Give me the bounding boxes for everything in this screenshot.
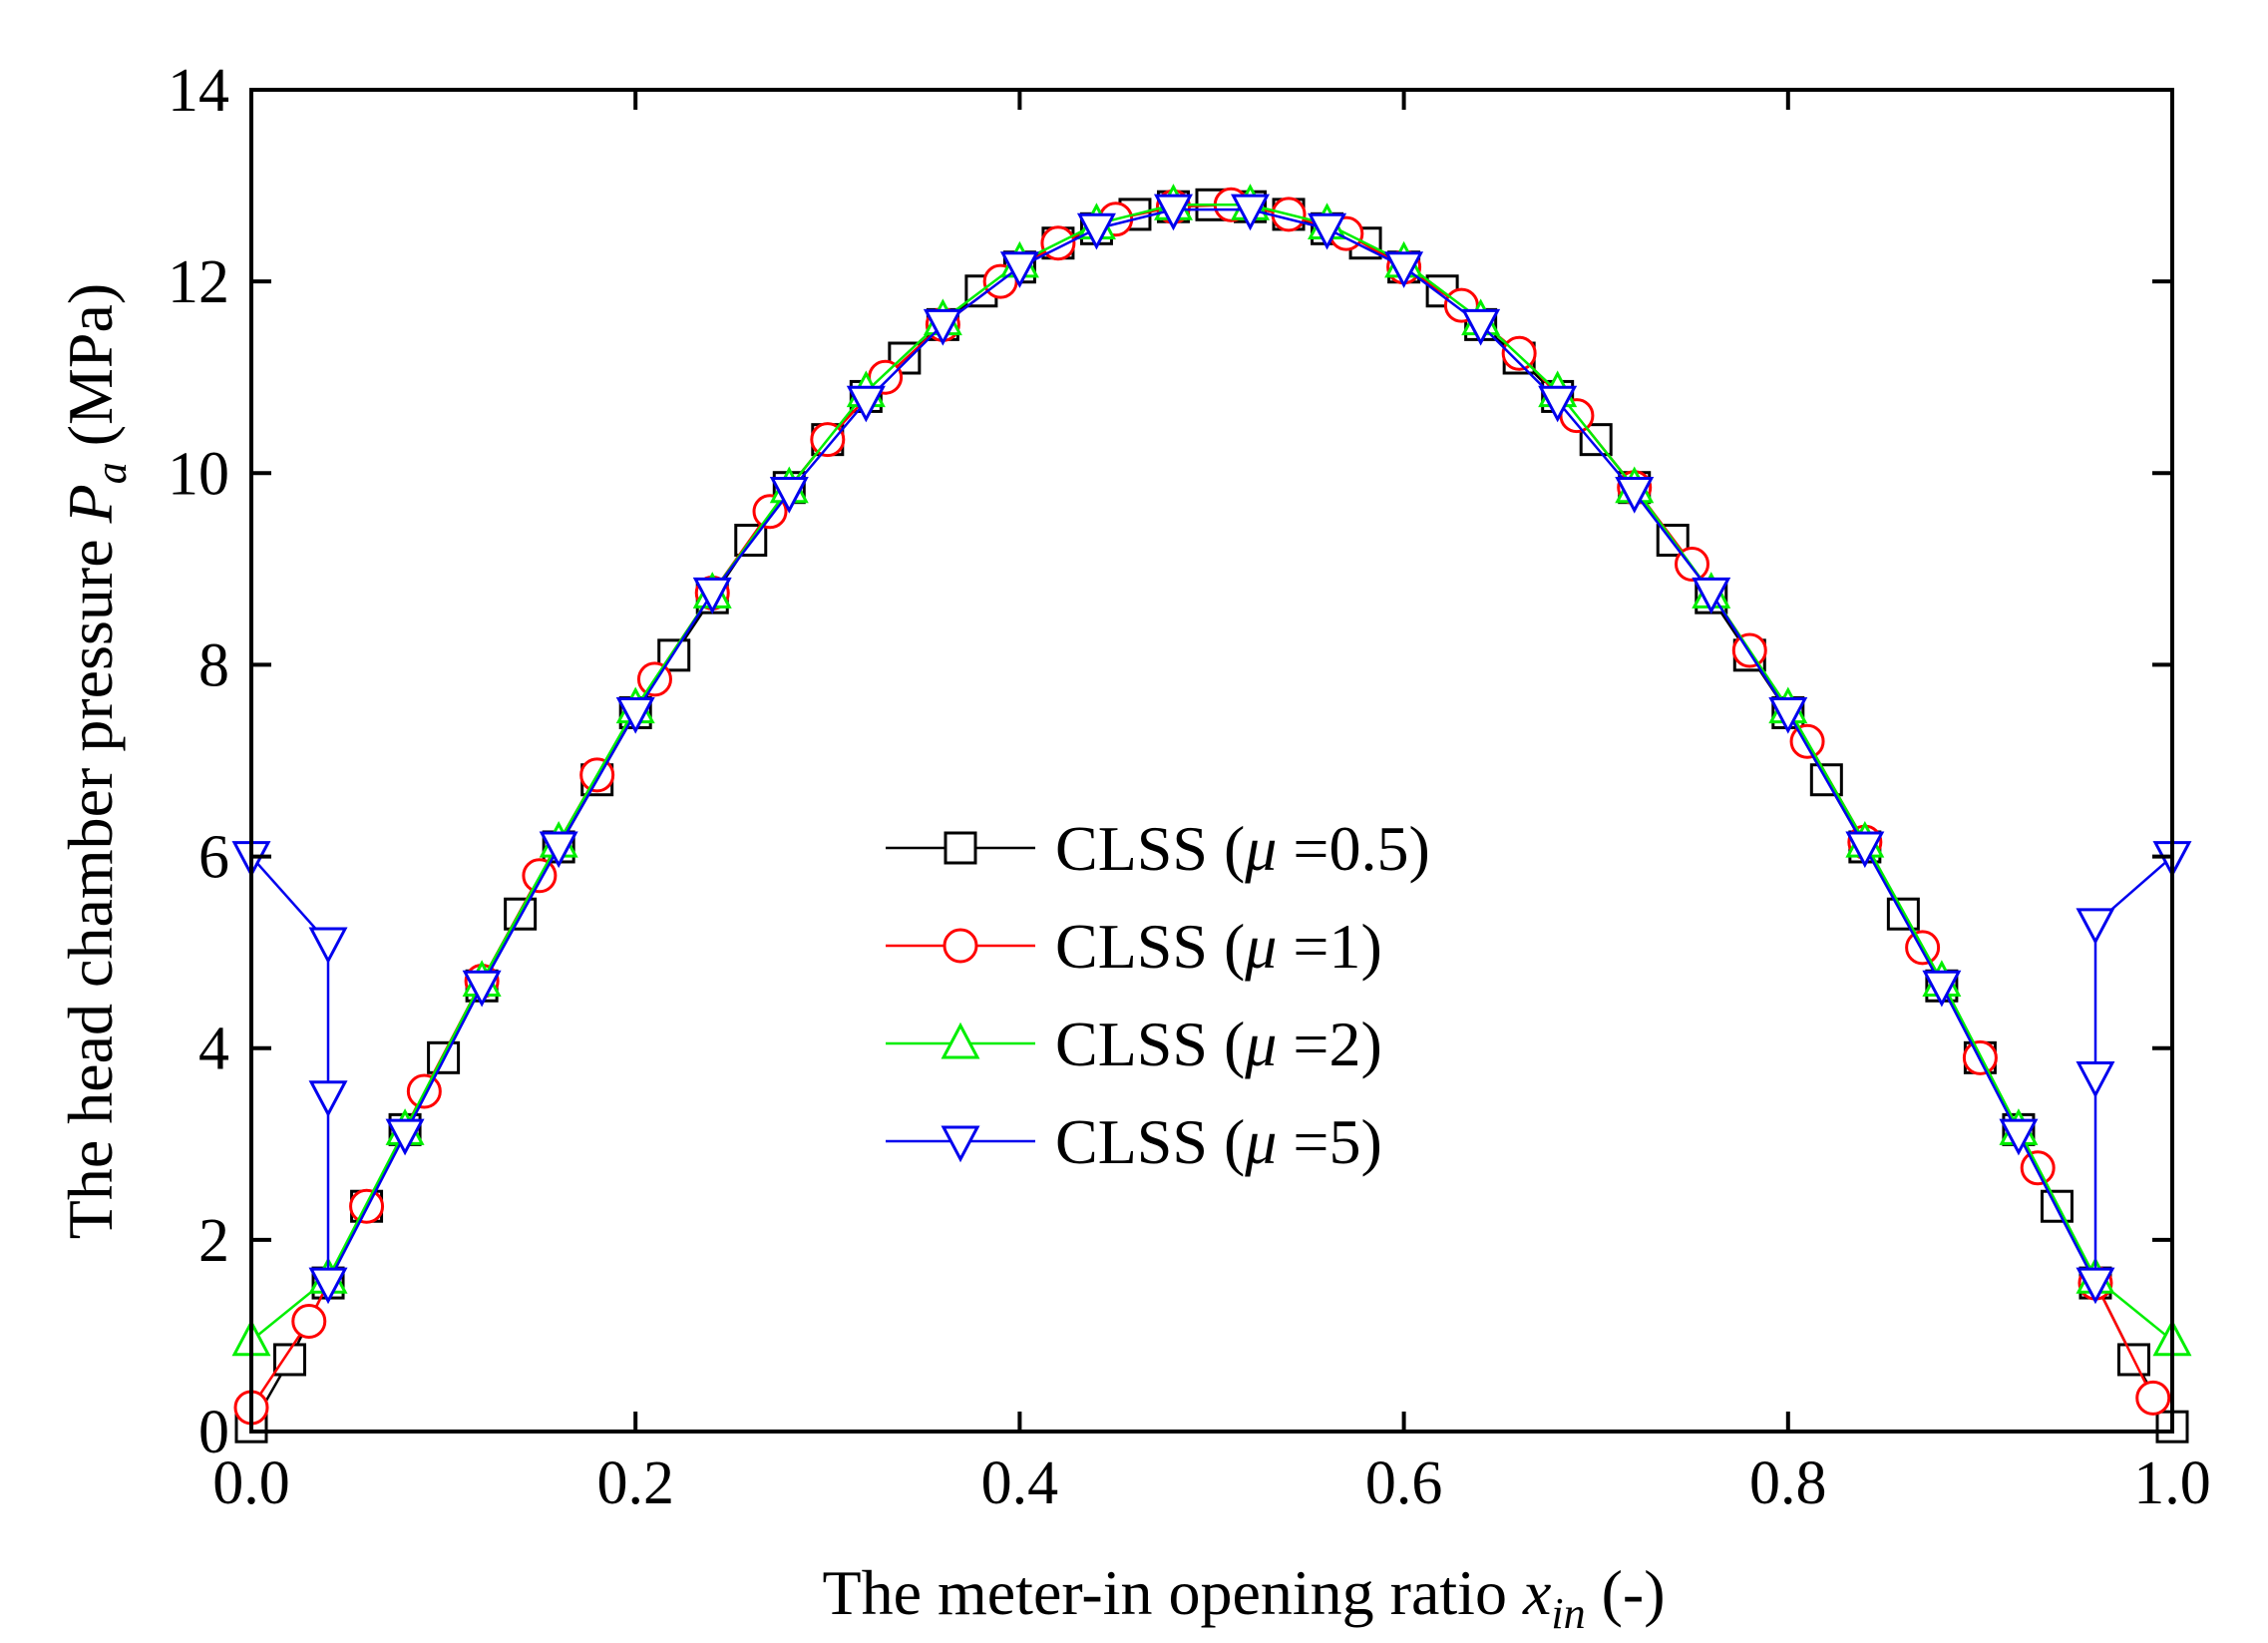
data-point: [1153, 194, 1193, 231]
data-point: [999, 251, 1039, 288]
series-layer: [231, 184, 2192, 1443]
x-tick-label: 0.2: [596, 1449, 674, 1517]
data-point: [1615, 477, 1655, 514]
data-point: [462, 970, 502, 1008]
y-tick-label: 0: [198, 1399, 229, 1466]
x-tick-label: 0.8: [1749, 1449, 1827, 1517]
data-point: [308, 927, 348, 965]
legend-marker: [941, 1022, 980, 1059]
y-tick-label: 10: [168, 440, 229, 508]
legend-label: CLSS (μ =5): [1055, 1106, 1382, 1177]
data-point: [308, 1080, 348, 1117]
data-point: [692, 577, 732, 615]
series-line: [250, 207, 2173, 1284]
data-point: [2135, 1380, 2171, 1416]
y-tick-label: 4: [198, 1016, 229, 1083]
y-axis-label: The head chamber pressure Pa (MPa): [55, 283, 136, 1240]
data-point: [1501, 335, 1537, 371]
data-point: [1076, 212, 1116, 250]
x-tick-label: 1.0: [2133, 1449, 2211, 1517]
series-3: [231, 184, 2192, 1357]
plot-frame: [249, 88, 2174, 1434]
data-point: [615, 696, 655, 734]
series-4: [231, 194, 2192, 1305]
x-tick-label: 0.4: [981, 1449, 1059, 1517]
x-axis-label: The meter-in opening ratio xin (-): [822, 1557, 1665, 1638]
ticks-layer: 0.0 0.2 0.4 0.6 0.8 1.0 0 2 4 6 8 10 12 14: [168, 57, 2211, 1517]
series-line: [250, 204, 2173, 1342]
data-point: [1922, 970, 1962, 1008]
y-tick-label: 12: [168, 248, 229, 316]
data-point: [1692, 577, 1731, 615]
data-point: [1384, 251, 1424, 288]
y-tick-label: 2: [198, 1207, 229, 1275]
data-point: [1308, 212, 1347, 250]
x-tick-label: 0.0: [212, 1449, 290, 1517]
legend: CLSS (μ =0.5) CLSS (μ =1) CLSS (μ =2) CLSS …: [886, 813, 1430, 1177]
data-point: [1886, 897, 1920, 931]
x-tick-label: 0.6: [1365, 1449, 1443, 1517]
legend-item: CLSS (μ =0.5): [886, 813, 1430, 884]
series-line: [249, 204, 2154, 1409]
y-tick-label: 6: [198, 824, 229, 892]
series-2: [233, 187, 2171, 1426]
data-point: [2076, 1061, 2115, 1098]
y-tick-label: 8: [198, 631, 229, 699]
data-point: [1845, 831, 1885, 869]
y-tick-label: 14: [168, 57, 229, 125]
legend-marker: [941, 1125, 980, 1163]
legend-label: CLSS (μ =2): [1055, 1009, 1382, 1079]
data-point: [1231, 194, 1271, 231]
data-point: [291, 1304, 327, 1340]
data-point: [539, 831, 578, 869]
legend-item: CLSS (μ =2): [886, 1009, 1382, 1079]
data-point: [769, 477, 809, 514]
data-point: [385, 1118, 425, 1156]
data-point: [308, 1267, 348, 1305]
data-point: [1999, 1118, 2039, 1156]
legend-marker: [944, 831, 977, 865]
data-point: [2076, 1267, 2115, 1305]
data-point: [1768, 696, 1808, 734]
data-point: [1538, 385, 1578, 423]
legend-label: CLSS (μ =1): [1055, 911, 1382, 982]
legend-item: CLSS (μ =1): [886, 911, 1382, 982]
data-point: [2076, 908, 2115, 946]
data-point: [846, 385, 886, 423]
data-point: [1461, 308, 1501, 346]
legend-marker: [943, 928, 978, 964]
legend-item: CLSS (μ =5): [886, 1106, 1382, 1177]
data-point: [923, 308, 962, 346]
legend-label: CLSS (μ =0.5): [1055, 813, 1430, 884]
